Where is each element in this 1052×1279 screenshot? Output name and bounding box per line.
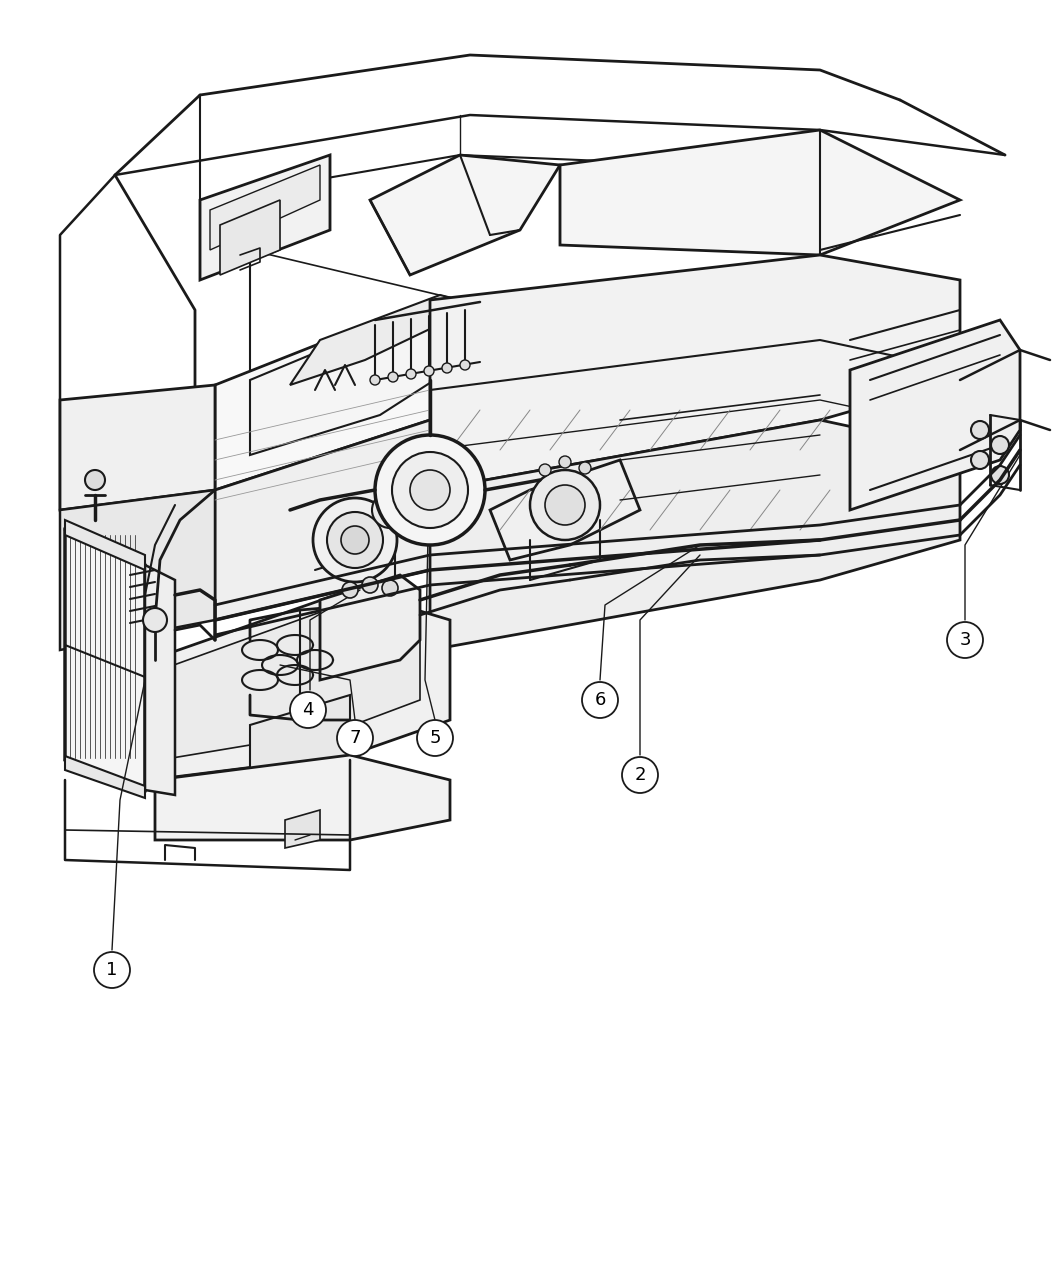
Circle shape (342, 582, 358, 599)
Polygon shape (430, 420, 960, 650)
Circle shape (559, 457, 571, 468)
Circle shape (971, 421, 989, 439)
Circle shape (375, 435, 485, 545)
Circle shape (442, 363, 452, 373)
Polygon shape (850, 320, 1020, 510)
Polygon shape (145, 565, 175, 796)
Polygon shape (370, 155, 560, 275)
Text: 4: 4 (302, 701, 313, 719)
Polygon shape (160, 605, 420, 760)
Polygon shape (320, 576, 420, 680)
Text: 7: 7 (349, 729, 361, 747)
Polygon shape (60, 385, 215, 510)
Circle shape (362, 577, 378, 593)
Circle shape (290, 692, 326, 728)
Text: 5: 5 (429, 729, 441, 747)
Circle shape (327, 512, 383, 568)
Polygon shape (285, 810, 320, 848)
Circle shape (991, 436, 1009, 454)
Circle shape (370, 375, 380, 385)
Polygon shape (65, 756, 145, 798)
Circle shape (460, 359, 470, 370)
Polygon shape (290, 295, 480, 385)
Polygon shape (60, 490, 215, 650)
Polygon shape (490, 460, 640, 560)
Circle shape (424, 366, 434, 376)
Circle shape (539, 464, 551, 476)
Polygon shape (220, 200, 280, 275)
Polygon shape (65, 530, 145, 790)
Polygon shape (250, 304, 520, 455)
Circle shape (406, 370, 416, 379)
Polygon shape (200, 155, 330, 280)
Text: 6: 6 (594, 691, 606, 709)
Polygon shape (560, 130, 960, 255)
Polygon shape (65, 521, 145, 570)
Circle shape (337, 720, 373, 756)
Circle shape (582, 682, 618, 718)
Circle shape (143, 608, 167, 632)
Polygon shape (155, 755, 450, 840)
Polygon shape (250, 694, 350, 780)
Text: 3: 3 (959, 631, 971, 648)
Circle shape (545, 485, 585, 524)
Circle shape (85, 469, 105, 490)
Circle shape (388, 372, 398, 382)
Circle shape (341, 526, 369, 554)
Polygon shape (215, 420, 560, 620)
Circle shape (313, 498, 397, 582)
Circle shape (94, 952, 130, 987)
Circle shape (382, 579, 398, 596)
Text: 1: 1 (106, 961, 118, 978)
Circle shape (530, 469, 600, 540)
Polygon shape (210, 165, 320, 249)
Circle shape (381, 501, 399, 519)
Polygon shape (430, 255, 960, 490)
Circle shape (417, 720, 453, 756)
Circle shape (579, 462, 591, 475)
Circle shape (392, 451, 468, 528)
Circle shape (971, 451, 989, 469)
Text: 2: 2 (634, 766, 646, 784)
Circle shape (410, 469, 450, 510)
Circle shape (947, 622, 983, 657)
Circle shape (622, 757, 658, 793)
Circle shape (991, 466, 1009, 483)
Polygon shape (215, 301, 560, 490)
Circle shape (372, 492, 408, 528)
Polygon shape (150, 590, 450, 780)
